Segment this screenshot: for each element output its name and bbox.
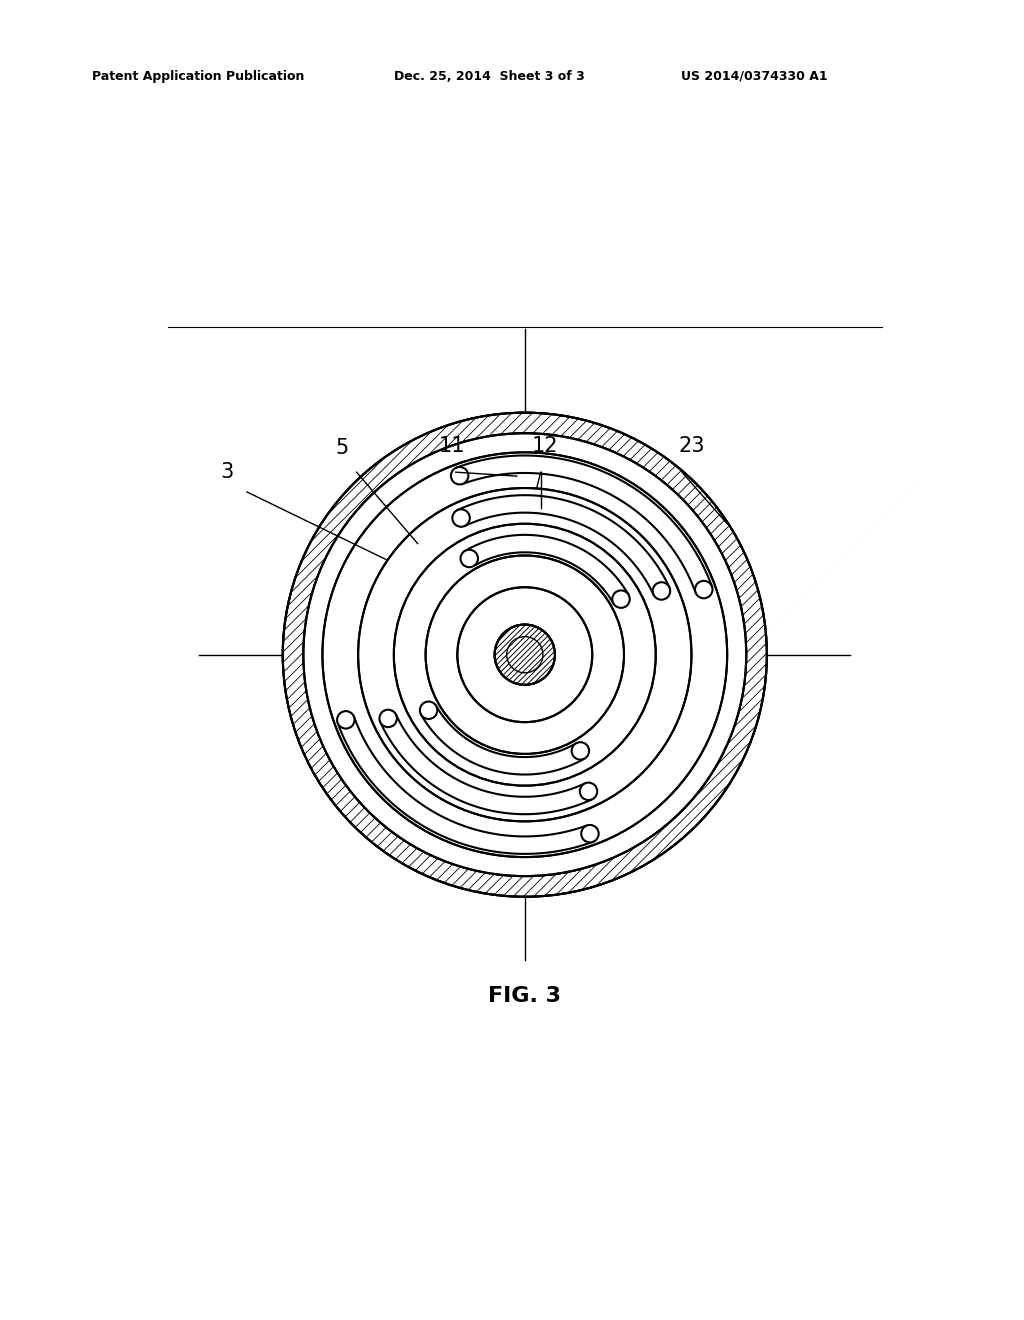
Circle shape — [283, 413, 767, 896]
Circle shape — [380, 710, 397, 727]
Circle shape — [420, 701, 437, 719]
Polygon shape — [465, 535, 629, 603]
Circle shape — [582, 825, 599, 842]
Text: Dec. 25, 2014  Sheet 3 of 3: Dec. 25, 2014 Sheet 3 of 3 — [394, 70, 585, 83]
Text: 3: 3 — [220, 462, 233, 482]
Circle shape — [303, 433, 746, 876]
Polygon shape — [338, 717, 593, 854]
Polygon shape — [457, 455, 712, 593]
Text: 23: 23 — [678, 436, 705, 455]
Circle shape — [451, 467, 468, 484]
Circle shape — [695, 581, 713, 598]
Text: 11: 11 — [438, 436, 465, 455]
Text: 5: 5 — [336, 438, 349, 458]
Text: Patent Application Publication: Patent Application Publication — [92, 70, 304, 83]
Circle shape — [571, 742, 589, 759]
Polygon shape — [380, 714, 592, 814]
Circle shape — [461, 549, 478, 568]
Text: US 2014/0374330 A1: US 2014/0374330 A1 — [681, 70, 827, 83]
Polygon shape — [421, 706, 585, 775]
Circle shape — [495, 624, 555, 685]
Circle shape — [453, 510, 470, 527]
Circle shape — [580, 783, 597, 800]
Text: FIG. 3: FIG. 3 — [488, 986, 561, 1006]
Circle shape — [652, 582, 670, 599]
Polygon shape — [458, 495, 670, 595]
Circle shape — [612, 590, 630, 609]
Text: 12: 12 — [531, 436, 558, 455]
Circle shape — [337, 711, 354, 729]
